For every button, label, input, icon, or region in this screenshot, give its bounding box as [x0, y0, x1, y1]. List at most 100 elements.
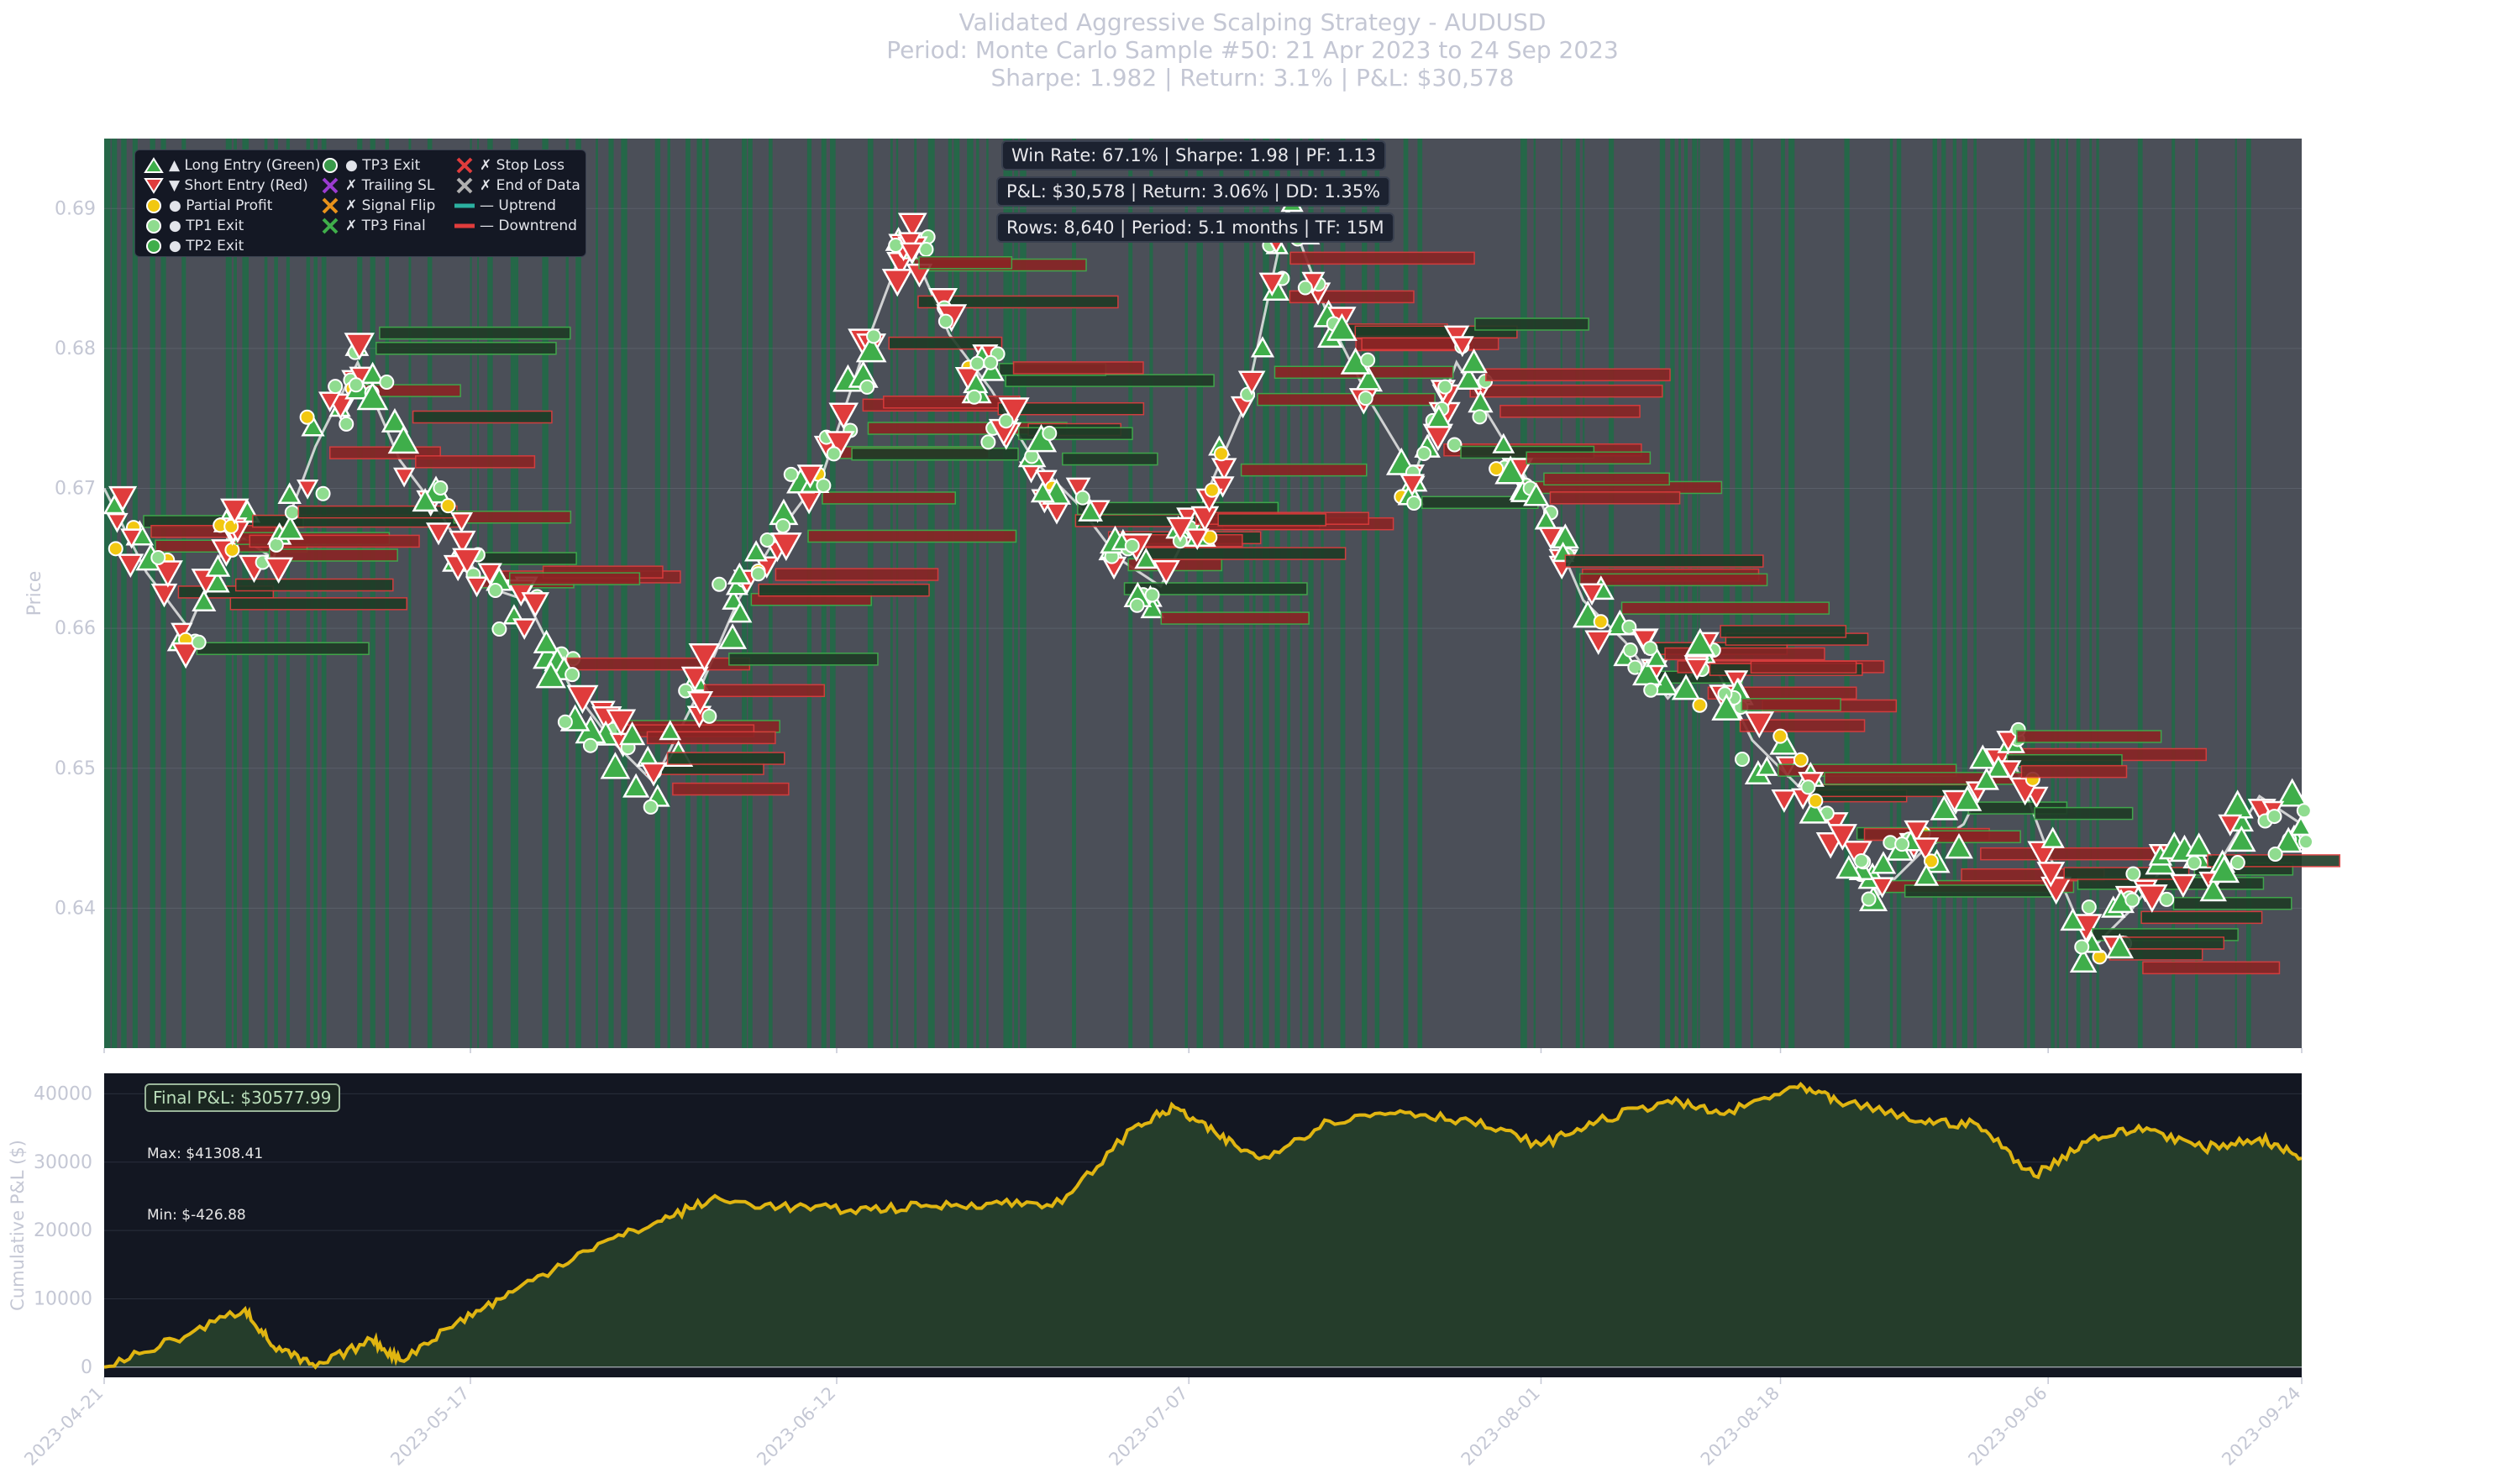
exit-marker [1894, 836, 1910, 852]
trade-label-box [1620, 601, 1830, 615]
trade-label-box [379, 326, 571, 340]
signal-band [1308, 139, 1314, 1048]
long-entry-marker [2199, 876, 2227, 902]
long-entry-marker [2040, 826, 2065, 848]
trade-label-box [1361, 337, 1499, 351]
legend-label: ✗ Signal Flip [345, 197, 436, 214]
long-entry-marker [2185, 832, 2213, 857]
legend-label: — Downtrend [480, 218, 577, 234]
trade-label-box [412, 410, 553, 424]
exit-marker [1416, 445, 1432, 461]
signal-band [2066, 139, 2068, 1048]
exit-marker [701, 708, 717, 724]
signal-band [1533, 139, 1536, 1048]
exit-marker [582, 737, 598, 753]
stats-winrate-box: Win Rate: 67.1% | Sharpe: 1.98 | PF: 1.1… [1001, 140, 1387, 170]
pnl-y-tick-label: 10000 [34, 1288, 92, 1309]
long-entry-marker [205, 553, 231, 577]
trade-label-box [196, 642, 370, 655]
long-entry-marker [1326, 312, 1358, 341]
long-entry-marker [1969, 744, 1997, 769]
short-entry-marker [452, 548, 483, 576]
exit-marker [1129, 597, 1145, 613]
short-entry-marker [1258, 272, 1285, 296]
trade-label-box [478, 552, 577, 565]
x-red-icon [456, 157, 473, 174]
long-entry-marker [855, 334, 887, 363]
long-entry-marker [1756, 756, 1778, 776]
long-entry-marker [1711, 693, 1742, 721]
long-entry-marker [744, 540, 769, 562]
signal-band [1014, 139, 1018, 1048]
short-entry-marker [1996, 731, 2021, 753]
signal-band [927, 139, 935, 1048]
short-entry-marker [2027, 841, 2059, 869]
chart-subtitle-metrics: Sharpe: 1.982 | Return: 3.1% | P&L: $30,… [990, 64, 1515, 92]
legend-label: ● TP3 Exit [345, 157, 421, 174]
circle-darkgreen-icon [323, 158, 338, 173]
trade-label-box [1160, 611, 1310, 625]
trade-label-box [672, 782, 790, 796]
pnl-line [103, 1081, 2303, 1370]
signal-band [1020, 139, 1027, 1048]
signal-band [1003, 139, 1011, 1048]
final-pnl-annotation: Final P&L: $30577.99 [144, 1083, 340, 1112]
exit-marker [268, 537, 284, 553]
exit-marker [888, 238, 904, 254]
long-entry-marker [412, 487, 439, 512]
long-entry-marker [1945, 832, 1973, 859]
long-entry-marker [1523, 482, 1550, 506]
long-entry-marker [727, 600, 753, 623]
long-entry-marker [276, 515, 304, 540]
x-tick-label: 2023-05-17 [386, 1383, 473, 1470]
triangle-up-green-icon [144, 157, 164, 173]
exit-marker [2124, 892, 2140, 908]
exit-marker [1358, 391, 1373, 406]
trade-label-box [1469, 384, 1663, 398]
long-entry-marker [381, 407, 409, 433]
exit-marker [1621, 619, 1637, 635]
long-entry-marker [1030, 480, 1055, 503]
signal-band [1575, 139, 1580, 1048]
exit-marker [2081, 899, 2097, 915]
exit-marker [2125, 866, 2141, 882]
trade-label-box [1741, 698, 1841, 711]
short-entry-marker [954, 366, 981, 391]
signal-band [2076, 139, 2081, 1048]
signal-band [1340, 139, 1346, 1048]
short-entry-marker [1537, 527, 1564, 550]
exit-marker [379, 375, 395, 391]
circle-lightgreen-icon [146, 218, 161, 233]
exit-marker [1923, 853, 1939, 869]
signal-band [2246, 139, 2251, 1048]
short-entry-marker [1065, 477, 1091, 501]
trade-label-box [1543, 472, 1670, 486]
exit-marker [1853, 852, 1869, 868]
exit-marker [487, 583, 503, 599]
legend-label: — Uptrend [480, 197, 556, 214]
short-entry-marker [899, 242, 924, 265]
exit-marker [1622, 642, 1638, 658]
long-entry-marker [2227, 825, 2256, 852]
signal-band [685, 139, 691, 1048]
trade-label-box [234, 578, 394, 592]
long-entry-marker [1140, 596, 1165, 619]
short-entry-marker [106, 512, 129, 533]
exit-marker [783, 466, 799, 482]
exit-marker [2229, 855, 2245, 871]
short-entry-marker [1904, 820, 1930, 844]
short-entry-marker [1771, 789, 1798, 813]
signal-band [1844, 139, 1850, 1048]
exit-marker [859, 379, 875, 395]
chart-subtitle-period: Period: Monte Carlo Sample #50: 21 Apr 2… [886, 36, 1619, 64]
signal-band [976, 139, 979, 1048]
pnl-y-tick-label: 40000 [34, 1083, 92, 1104]
x-purple-icon [322, 177, 339, 194]
legend-item: ● Partial Profit [144, 197, 272, 214]
trade-label-box [758, 583, 930, 597]
signal-band [104, 139, 111, 1048]
exit-marker [1861, 891, 1877, 907]
long-entry-marker [1250, 336, 1275, 358]
short-entry-marker [1184, 528, 1210, 551]
legend-label: ▲ Long Entry (Green) [169, 157, 321, 174]
